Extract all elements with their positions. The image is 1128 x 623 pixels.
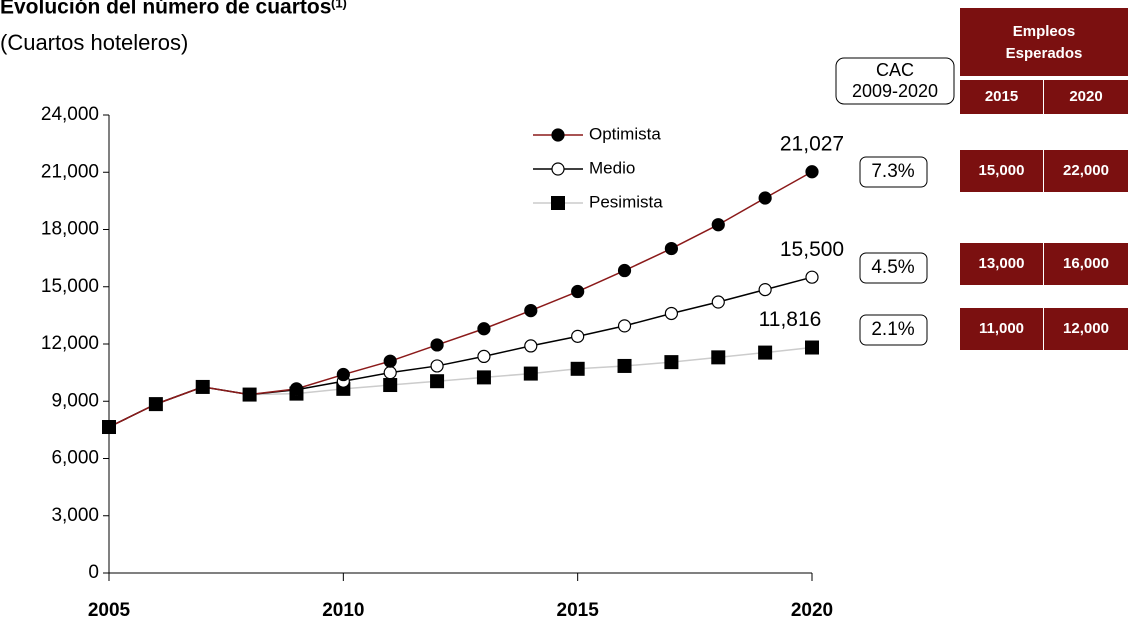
series-line [108, 276, 813, 428]
y-tick-label: 0 [88, 562, 99, 583]
legend-label: Medio [589, 158, 635, 177]
cac-label: 7.3% [871, 161, 914, 182]
marker [430, 359, 444, 373]
table-cell [960, 243, 1043, 285]
cac-label: 2.1% [871, 319, 914, 340]
marker [711, 350, 726, 365]
marker [805, 165, 819, 179]
marker [383, 354, 397, 368]
marker [383, 378, 398, 393]
marker [617, 263, 632, 278]
cac-box [859, 252, 928, 284]
chart-title: Evolución del número de cuartos [0, 0, 331, 19]
table-header [960, 8, 1128, 76]
value-label: 21,027 [780, 132, 844, 155]
marker [336, 367, 350, 382]
y-tick-label: 3,000 [51, 505, 99, 526]
value-label: 15,500 [780, 238, 844, 261]
cac-box [859, 156, 928, 188]
cac-period: 2009-2020 [852, 81, 938, 101]
marker [149, 397, 163, 411]
marker [524, 339, 538, 353]
marker [570, 361, 585, 376]
y-tick-label: 15,000 [41, 276, 99, 297]
value-label: 11,816 [759, 308, 822, 331]
table-cell-text: 13,000 [979, 255, 1025, 272]
marker [477, 322, 491, 336]
y-tick-label: 6,000 [51, 448, 99, 469]
cac-header-box [835, 57, 955, 105]
marker [617, 319, 632, 333]
y-tick-label: 12,000 [41, 333, 99, 354]
marker [430, 338, 444, 352]
marker [571, 284, 585, 299]
x-tick-label: 2005 [88, 600, 131, 621]
marker [711, 218, 725, 232]
legend-marker [551, 196, 565, 210]
series-line [108, 171, 813, 428]
cac-title: CAC [876, 60, 914, 80]
marker [711, 295, 725, 309]
series-line [108, 346, 813, 428]
table-title: Esperados [1006, 45, 1083, 62]
marker [383, 366, 397, 380]
marker [758, 191, 772, 205]
marker [758, 345, 773, 360]
table-cell-text: 12,000 [1063, 320, 1109, 337]
table-cell [1044, 308, 1128, 350]
legend-marker [551, 162, 565, 176]
table-cell-text: 11,000 [979, 320, 1024, 337]
table-column-label: 2015 [985, 88, 1018, 105]
marker [571, 329, 585, 343]
marker [289, 382, 304, 396]
table-column-header [1044, 80, 1128, 114]
table-cell [1044, 243, 1128, 285]
marker [617, 358, 632, 373]
legend-label: Pesimista [589, 192, 663, 211]
title-note: (1) [331, 0, 347, 10]
marker [805, 270, 819, 284]
marker [664, 355, 679, 370]
marker [102, 420, 116, 434]
marker [243, 387, 257, 402]
table-cell-text: 22,000 [1063, 162, 1109, 179]
marker [523, 366, 538, 381]
cac-box [859, 314, 928, 346]
marker [476, 370, 491, 385]
marker [805, 340, 819, 355]
table-cell [960, 150, 1043, 192]
table-cell [960, 308, 1043, 350]
marker [664, 241, 679, 256]
marker [196, 380, 210, 394]
x-tick-label: 2020 [791, 600, 833, 621]
marker [430, 374, 445, 389]
chart-subtitle: (Cuartos hoteleros) [0, 30, 188, 55]
table-cell-text: 16,000 [1063, 255, 1109, 272]
table-cell-text: 15,000 [979, 162, 1025, 179]
table-cell [1044, 150, 1128, 192]
y-tick-label: 21,000 [41, 161, 99, 182]
legend-marker [551, 128, 565, 142]
y-tick-label: 24,000 [41, 104, 99, 125]
x-tick-label: 2015 [557, 600, 600, 621]
table-column-header [960, 80, 1043, 114]
marker [477, 349, 491, 364]
marker [664, 306, 679, 321]
x-tick-label: 2010 [322, 600, 364, 621]
table-title: Empleos [1013, 23, 1076, 40]
table-column-label: 2020 [1069, 88, 1102, 105]
marker [758, 283, 772, 297]
marker [524, 304, 538, 318]
y-tick-label: 18,000 [41, 219, 99, 240]
y-tick-label: 9,000 [51, 390, 99, 411]
legend-label: Optimista [589, 124, 661, 143]
cac-label: 4.5% [871, 257, 914, 278]
